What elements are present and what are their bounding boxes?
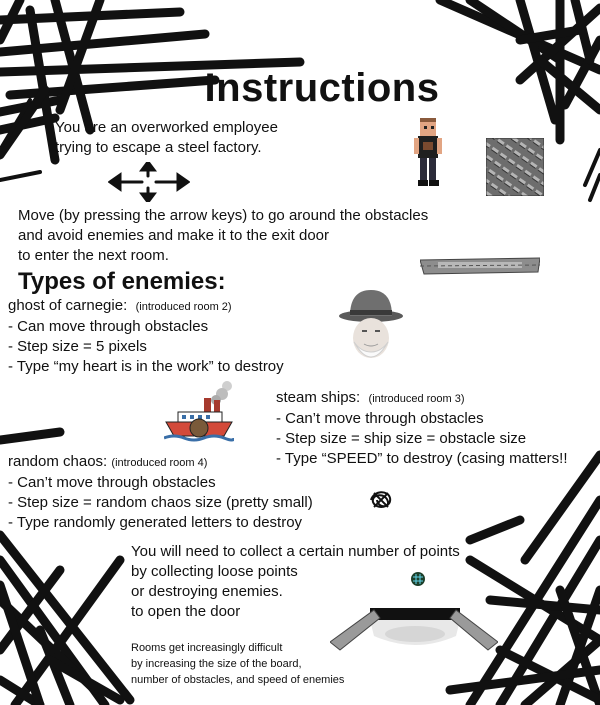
enemies-heading: Types of enemies: — [18, 268, 226, 295]
loose-point-icon — [411, 572, 425, 586]
points-text: You will need to collect a certain numbe… — [131, 542, 460, 622]
intro-line: You are an overworked employee — [55, 119, 278, 136]
exit-door-icon — [420, 257, 540, 275]
ghost-section: ghost of carnegie: (introduced room 2) -… — [8, 296, 284, 377]
points-line: to open the door — [131, 603, 241, 620]
chaos-detail: - Step size = random chaos size (pretty … — [8, 494, 313, 511]
chaos-intro-room: (introduced room 4) — [111, 457, 208, 469]
rooms-line: by increasing the size of the board, — [131, 658, 302, 670]
movement-line: Move (by pressing the arrow keys) to go … — [18, 207, 429, 224]
steel-obstacle-tile — [486, 138, 544, 196]
chaos-name: random chaos: — [8, 453, 108, 470]
carnegie-ghost-icon — [339, 290, 403, 358]
movement-line: to enter the next room. — [18, 247, 169, 264]
ghost-name: ghost of carnegie: — [8, 297, 128, 314]
points-line: by collecting loose points — [131, 563, 298, 580]
random-chaos-icon — [370, 491, 392, 508]
chaos-section: random chaos: (introduced room 4) - Can’… — [8, 452, 313, 533]
movement-line: and avoid enemies and make it to the exi… — [18, 227, 330, 244]
ships-detail: - Can’t move through obstacles — [276, 410, 484, 427]
ships-detail: - Type “SPEED” to destroy (casing matter… — [276, 450, 568, 467]
intro-text: You are an overworked employee trying to… — [55, 118, 278, 158]
points-line: or destroying enemies. — [131, 583, 283, 600]
page-title: Instructions — [204, 66, 440, 110]
employee-sprite — [414, 118, 442, 186]
intro-line: trying to escape a steel factory. — [55, 139, 262, 156]
ships-section: steam ships: (introduced room 3) - Can’t… — [276, 388, 568, 469]
ghost-detail: - Can move through obstacles — [8, 318, 209, 335]
points-line: You will need to collect a certain numbe… — [131, 543, 460, 560]
chaos-detail: - Type randomly generated letters to des… — [8, 514, 303, 531]
ships-name: steam ships: — [276, 389, 361, 406]
movement-text: Move (by pressing the arrow keys) to go … — [18, 206, 428, 266]
rooms-line: number of obstacles, and speed of enemie… — [131, 674, 345, 686]
ghost-detail: - Type “my heart is in the work” to dest… — [8, 358, 284, 375]
rooms-line: Rooms get increasingly difficult — [131, 642, 283, 654]
ghost-detail: - Step size = 5 pixels — [8, 338, 147, 355]
ships-intro-room: (introduced room 3) — [368, 393, 465, 405]
steam-ship-icon — [164, 381, 234, 442]
arrow-keys-icon — [108, 162, 190, 202]
ships-detail: - Step size = ship size = obstacle size — [276, 430, 527, 447]
ghost-intro-room: (introduced room 2) — [135, 301, 232, 313]
chaos-detail: - Can’t move through obstacles — [8, 474, 216, 491]
rooms-text: Rooms get increasingly difficult by incr… — [131, 640, 344, 688]
open-door-icon — [330, 608, 498, 651]
